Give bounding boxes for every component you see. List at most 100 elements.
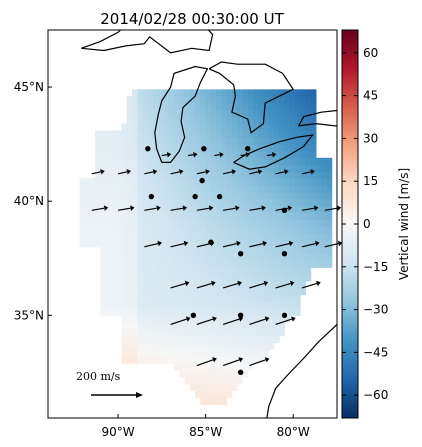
heatmap-cell [153, 315, 159, 323]
heatmap-cell [142, 301, 149, 309]
heatmap-cell [158, 89, 165, 97]
heatmap-cell [168, 109, 175, 118]
heatmap-cell [226, 157, 233, 166]
heatmap-cell [205, 123, 212, 131]
heatmap-cell [179, 205, 186, 214]
heatmap-cell [79, 205, 86, 214]
heatmap-cell [168, 89, 175, 97]
heatmap-cell [284, 192, 291, 200]
heatmap-cell [126, 219, 133, 227]
heatmap-cell [216, 226, 222, 234]
heatmap-cell [163, 328, 170, 337]
heatmap-cell [174, 328, 180, 337]
heatmap-cell [142, 356, 149, 364]
heatmap-cell [237, 116, 243, 125]
heatmap-cell [216, 349, 222, 357]
heatmap-cell [247, 109, 254, 118]
wind-vector [223, 205, 240, 211]
wind-vector-shaft [275, 171, 285, 175]
wind-vector [170, 169, 184, 175]
heatmap-cell [279, 219, 285, 227]
heatmap-cell [210, 376, 217, 385]
heatmap-cell [100, 205, 107, 214]
heatmap-cell [268, 267, 275, 275]
heatmap-cell [158, 274, 165, 282]
heatmap-cell [210, 164, 217, 173]
heatmap-cell [132, 281, 138, 289]
heatmap-cell [137, 308, 144, 316]
heatmap-cell [263, 260, 270, 268]
heatmap-cell [231, 123, 238, 131]
heatmap-cell [263, 335, 270, 344]
heatmap-cell [147, 253, 154, 262]
heatmap-cell [184, 246, 191, 255]
wind-vector-head [184, 280, 190, 287]
wind-vector-shaft [196, 282, 213, 289]
heatmap-cell [137, 287, 144, 296]
heatmap-cell [116, 157, 123, 166]
heatmap-cell [105, 178, 112, 186]
heatmap-cell [189, 383, 196, 392]
heatmap-cell [226, 356, 233, 364]
heatmap-cell [90, 198, 96, 207]
heatmap-cell [179, 246, 186, 255]
heatmap-cell [326, 226, 333, 234]
heatmap-cell [305, 212, 312, 220]
heatmap-cell [189, 363, 196, 371]
heatmap-cell [153, 328, 159, 337]
heatmap-cell [189, 226, 196, 234]
heatmap-cell [294, 198, 301, 207]
heatmap-cell [237, 178, 243, 186]
heatmap-cell [116, 205, 123, 214]
heatmap-cell [158, 239, 165, 248]
heatmap-cell [300, 89, 306, 97]
heatmap-cell [231, 233, 238, 241]
heatmap-cell [205, 212, 212, 220]
heatmap-cell [189, 137, 196, 145]
heatmap-cell [226, 315, 233, 323]
heatmap-cell [289, 253, 296, 262]
wind-vector-shaft [170, 318, 187, 325]
heatmap-cell [111, 219, 117, 227]
heatmap-cell [242, 356, 249, 364]
heatmap-cell [252, 109, 259, 118]
heatmap-cell [216, 335, 222, 344]
wind-vector-head [205, 169, 210, 175]
heatmap-cell [116, 294, 123, 303]
heatmap-cell [263, 219, 270, 227]
heatmap-cell [195, 328, 201, 337]
lake-huron [208, 61, 295, 134]
lake-superior [81, 30, 214, 54]
heatmap-cell [158, 342, 165, 351]
heatmap-cell [205, 376, 212, 385]
heatmap-cell [268, 239, 275, 248]
heatmap-cell [200, 171, 207, 179]
heatmap-cell [95, 164, 102, 173]
heatmap-cell [289, 185, 296, 193]
station-marker [145, 145, 151, 152]
heatmap-cell [174, 274, 180, 282]
heatmap-cell [284, 89, 291, 97]
heatmap-cell [142, 239, 149, 248]
heatmap-cell [163, 308, 170, 316]
heatmap-cell [100, 267, 107, 275]
heatmap-cell [200, 157, 207, 166]
heatmap-cell [121, 164, 128, 173]
heatmap-cell [121, 239, 128, 248]
heatmap-cell [284, 294, 291, 303]
heatmap-cell [221, 205, 228, 214]
heatmap-cell [300, 226, 306, 234]
wind-vector-head [290, 316, 296, 322]
heatmap-cell [79, 219, 86, 227]
heatmap-cell [163, 260, 170, 268]
heatmap-cell [226, 328, 233, 337]
wind-vector-shaft [249, 282, 265, 289]
heatmap-cell [174, 123, 180, 131]
heatmap-cell [205, 164, 212, 173]
heatmap-cell [226, 308, 233, 316]
heatmap-cell [205, 356, 212, 364]
heatmap-cell [242, 335, 249, 344]
heatmap-cell [216, 356, 222, 364]
heatmap-cell [163, 109, 170, 118]
heatmap-cell [147, 233, 154, 241]
